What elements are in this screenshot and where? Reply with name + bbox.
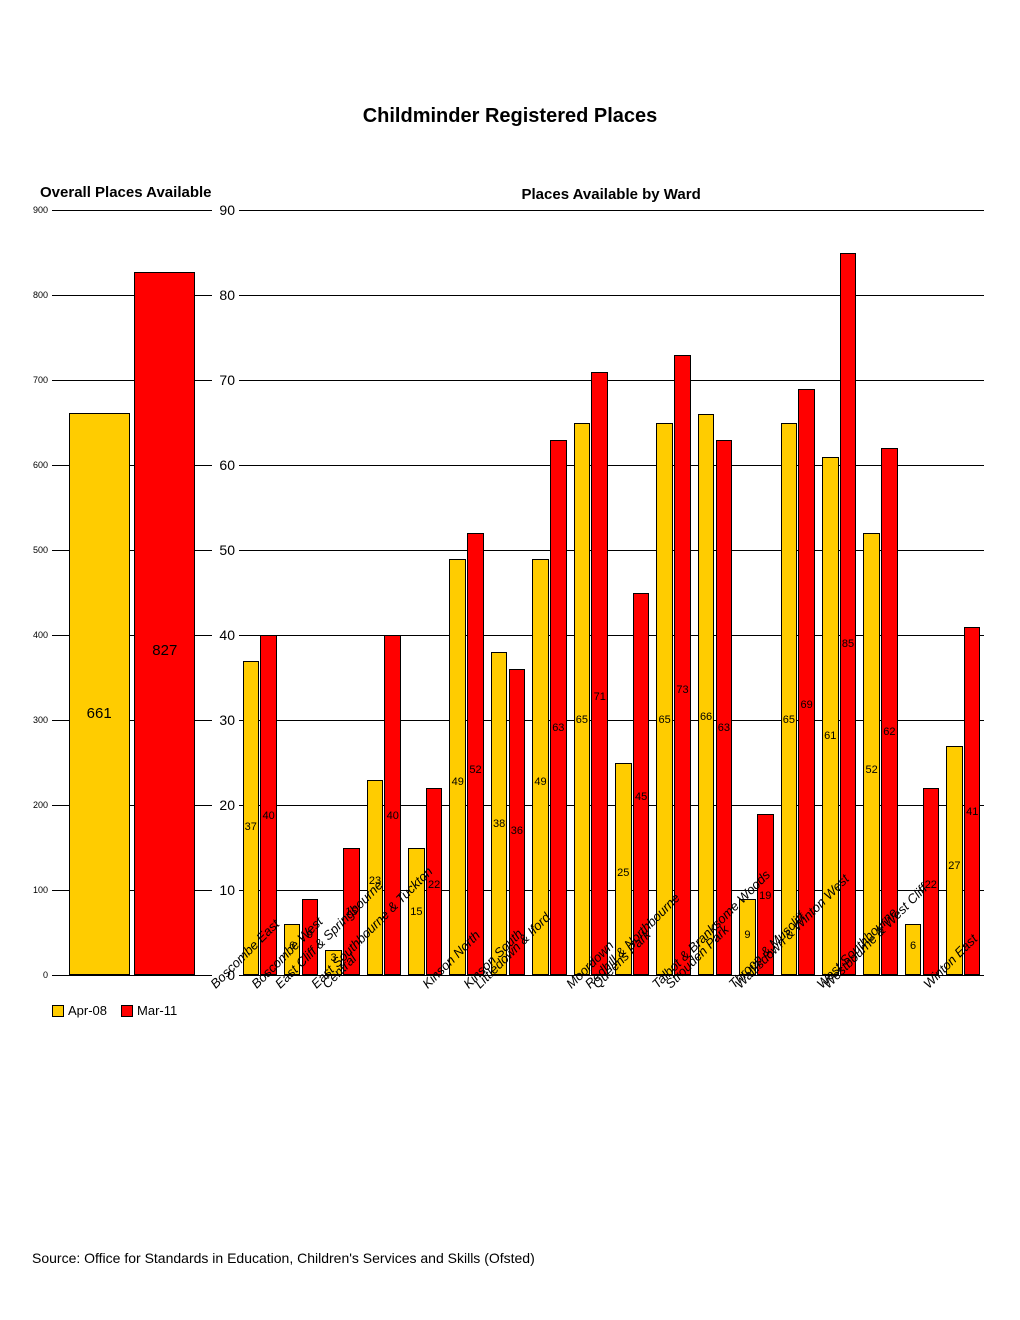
y-tick-label: 70 [219, 372, 239, 388]
bar-value-label: 661 [87, 705, 112, 722]
bar-value-label: 65 [576, 714, 588, 726]
bar-value-label: 65 [783, 714, 795, 726]
bar-value-label: 65 [659, 714, 671, 726]
bar-value-label: 40 [262, 810, 274, 822]
main-title: Childminder Registered Places [0, 105, 1020, 128]
y-tick-label: 300 [33, 715, 52, 725]
gridline [52, 975, 212, 976]
bar-value-label: 69 [801, 699, 813, 711]
bar-value-label: 6 [910, 940, 916, 952]
y-tick-label: 40 [219, 627, 239, 643]
y-tick-label: 20 [219, 797, 239, 813]
bar-series-b [591, 372, 608, 976]
gridline [239, 465, 984, 466]
bar-value-label: 61 [824, 730, 836, 742]
legend-item-apr08: Apr-08 [52, 1003, 107, 1018]
bar-value-label: 19 [759, 890, 771, 902]
y-tick-label: 80 [219, 287, 239, 303]
bar-value-label: 49 [534, 776, 546, 788]
left-chart-plot: 0100200300400500600700800900661827 [52, 210, 212, 975]
gridline [239, 380, 984, 381]
bar-series-b [674, 355, 691, 976]
bar-series-a [574, 423, 591, 976]
y-tick-label: 900 [33, 205, 52, 215]
bar-value-label: 22 [428, 879, 440, 891]
y-tick-label: 10 [219, 882, 239, 898]
bar-series-b [550, 440, 567, 976]
bar-value-label: 63 [718, 722, 730, 734]
y-tick-label: 50 [219, 542, 239, 558]
bar-value-label: 41 [966, 806, 978, 818]
y-tick-label: 90 [219, 202, 239, 218]
bar-value-label: 62 [883, 726, 895, 738]
bar-value-label: 85 [842, 638, 854, 650]
bar-series-b [134, 272, 195, 975]
bar-value-label: 66 [700, 711, 712, 723]
y-tick-label: 800 [33, 290, 52, 300]
bar-series-a [698, 414, 715, 975]
bar-series-b [840, 253, 857, 976]
legend-item-mar11: Mar-11 [121, 1003, 177, 1018]
y-tick-label: 60 [219, 457, 239, 473]
bar-value-label: 827 [152, 642, 177, 659]
y-tick-label: 500 [33, 545, 52, 555]
bar-value-label: 36 [511, 825, 523, 837]
y-tick-label: 0 [43, 970, 52, 980]
y-tick-label: 600 [33, 460, 52, 470]
legend-swatch-mar11 [121, 1005, 133, 1017]
legend-label-mar11: Mar-11 [137, 1003, 177, 1018]
bar-value-label: 37 [245, 821, 257, 833]
bar-value-label: 40 [387, 810, 399, 822]
y-tick-label: 400 [33, 630, 52, 640]
bar-value-label: 52 [866, 764, 878, 776]
bar-value-label: 25 [617, 867, 629, 879]
bar-value-label: 52 [469, 764, 481, 776]
right-chart-title: Places Available by Ward [522, 186, 701, 203]
bar-value-label: 63 [552, 722, 564, 734]
bar-value-label: 15 [410, 906, 422, 918]
y-tick-label: 30 [219, 712, 239, 728]
bar-value-label: 38 [493, 818, 505, 830]
bar-value-label: 73 [676, 684, 688, 696]
bar-series-a [781, 423, 798, 976]
gridline [239, 295, 984, 296]
bar-value-label: 45 [635, 791, 647, 803]
bar-series-b [467, 533, 484, 975]
bar-value-label: 9 [744, 929, 750, 941]
bar-series-b [964, 627, 981, 976]
bar-value-label: 27 [948, 860, 960, 872]
bar-series-b [384, 635, 401, 975]
legend-label-apr08: Apr-08 [68, 1003, 107, 1018]
y-tick-label: 700 [33, 375, 52, 385]
source-text: Source: Office for Standards in Educatio… [32, 1250, 535, 1266]
y-tick-label: 100 [33, 885, 52, 895]
left-chart-title: Overall Places Available [40, 184, 212, 201]
right-chart-plot: 01020304050607080903740Boscombe East69Bo… [239, 210, 984, 975]
bar-series-a [69, 413, 130, 975]
bar-value-label: 71 [594, 691, 606, 703]
y-tick-label: 200 [33, 800, 52, 810]
legend: Apr-08 Mar-11 [52, 1003, 177, 1018]
bar-series-a [449, 559, 466, 976]
gridline [52, 210, 212, 211]
bar-value-label: 49 [452, 776, 464, 788]
gridline [239, 210, 984, 211]
legend-swatch-apr08 [52, 1005, 64, 1017]
